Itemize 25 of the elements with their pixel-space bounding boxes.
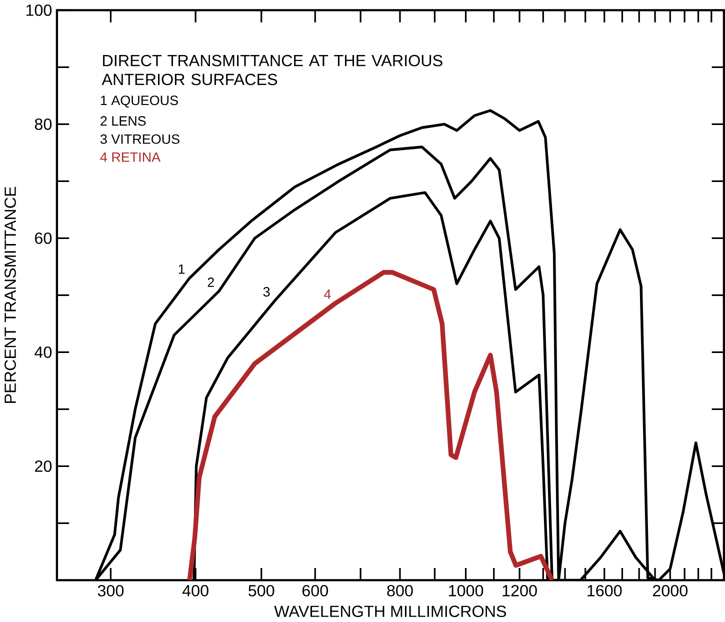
annotation: 3 VITREOUS [100, 134, 180, 144]
y-tick-label: 80 [34, 118, 52, 130]
series-label: 3 [263, 287, 270, 297]
x-tick-label: 1200 [502, 585, 537, 597]
series-label: 1 [178, 264, 185, 274]
x-tick-label: 600 [302, 585, 328, 597]
y-tick-label: 100 [26, 4, 52, 16]
annotation: 1 AQUEOUS [100, 96, 178, 108]
series-label: 4 [324, 290, 331, 300]
x-tick-label: 2000 [652, 585, 688, 597]
y-tick-label: 40 [34, 346, 52, 358]
x-tick-label: 1000 [449, 585, 484, 597]
x-tick-label: 1600 [588, 585, 622, 597]
x-tick-label: 300 [98, 585, 124, 597]
x-tick-label: 500 [248, 585, 274, 597]
y-tick-label: 60 [35, 232, 52, 244]
x-axis-title: WAVELENGTH MILLIMICRONS [274, 606, 506, 618]
x-tick-label: 400 [182, 585, 208, 597]
series-label: 2 [208, 278, 214, 288]
y-tick-label: 20 [35, 460, 52, 472]
legend-title: DIRECT TRANSMITTANCE AT THE VARIOUS ANTERIOR SURFACES [102, 55, 442, 86]
x-tick-label: 800 [387, 585, 413, 597]
annotation: 2 LENS [100, 116, 146, 126]
y-axis-title: PERCENT TRANSMITTANCE [4, 187, 16, 404]
annotation: 4 RETINA [100, 152, 161, 162]
